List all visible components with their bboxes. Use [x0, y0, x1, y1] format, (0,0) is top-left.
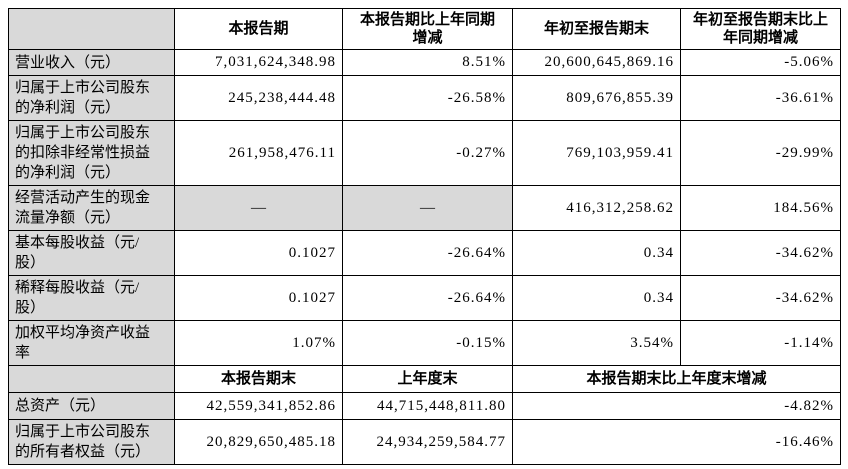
table-row-revenue: 营业收入（元） 7,031,624,348.98 8.51% 20,600,64…	[8, 49, 841, 76]
cell-value: -5.06%	[680, 49, 841, 76]
col-header-end-vs-prior-year: 本报告期末比上年度末增减	[512, 365, 841, 393]
cell-value: -36.61%	[680, 75, 841, 121]
cell-value: 261,958,476.11	[174, 120, 343, 186]
cell-value: -0.15%	[342, 320, 513, 366]
table-row-basic-eps: 基本每股收益（元/ 股） 0.1027 -26.64% 0.34 -34.62%	[8, 230, 841, 276]
cell-value: 7,031,624,348.98	[174, 49, 343, 76]
col-header-current-period: 本报告期	[174, 8, 343, 50]
table-row-equity: 归属于上市公司股东 的所有者权益（元） 20,829,650,485.18 24…	[8, 419, 841, 465]
cell-value: 184.56%	[680, 185, 841, 231]
row-label-total-assets: 总资产（元）	[8, 392, 175, 420]
cell-value: -26.64%	[342, 230, 513, 276]
row-label-equity: 归属于上市公司股东 的所有者权益（元）	[8, 419, 175, 465]
row-label-operating-cash-flow: 经营活动产生的现金 流量净额（元）	[8, 185, 175, 231]
cell-value: -16.46%	[512, 419, 841, 465]
cell-value: 0.34	[512, 275, 681, 321]
row-label-diluted-eps: 稀释每股收益（元/ 股）	[8, 275, 175, 321]
col-header-ytd-yoy: 年初至报告期末比上 年同期增减	[680, 8, 841, 50]
cell-value: -34.62%	[680, 230, 841, 276]
cell-value: 1.07%	[174, 320, 343, 366]
cell-value: 44,715,448,811.80	[342, 392, 513, 420]
row-label-net-profit-excl-nonrecurring: 归属于上市公司股东 的扣除非经常性损益 的净利润（元）	[8, 120, 175, 186]
cell-value: 3.54%	[512, 320, 681, 366]
col-header-end-of-prior-year: 上年度末	[342, 365, 513, 393]
cell-value: 42,559,341,852.86	[174, 392, 343, 420]
section2-header-row: 本报告期末 上年度末 本报告期末比上年度末增减	[8, 365, 841, 393]
cell-value: -34.62%	[680, 275, 841, 321]
table-row-diluted-eps: 稀释每股收益（元/ 股） 0.1027 -26.64% 0.34 -34.62%	[8, 275, 841, 321]
row-label-basic-eps: 基本每股收益（元/ 股）	[8, 230, 175, 276]
table-row-operating-cash-flow: 经营活动产生的现金 流量净额（元） — — 416,312,258.62 184…	[8, 185, 841, 231]
cell-value: -0.27%	[342, 120, 513, 186]
financial-summary-table: 本报告期 本报告期比上年同期 增减 年初至报告期末 年初至报告期末比上 年同期增…	[8, 8, 841, 465]
cell-value: -4.82%	[512, 392, 841, 420]
cell-value: 20,600,645,869.16	[512, 49, 681, 76]
cell-value: -26.64%	[342, 275, 513, 321]
cell-value: 0.1027	[174, 275, 343, 321]
row-label-weighted-avg-roe: 加权平均净资产收益 率	[8, 320, 175, 366]
cell-value: 0.1027	[174, 230, 343, 276]
row-label-net-profit: 归属于上市公司股东 的净利润（元）	[8, 75, 175, 121]
table-row-weighted-avg-roe: 加权平均净资产收益 率 1.07% -0.15% 3.54% -1.14%	[8, 320, 841, 366]
col-header-empty	[8, 365, 175, 393]
col-header-current-period-yoy: 本报告期比上年同期 增减	[342, 8, 513, 50]
cell-value: 8.51%	[342, 49, 513, 76]
table-row-total-assets: 总资产（元） 42,559,341,852.86 44,715,448,811.…	[8, 392, 841, 420]
col-header-ytd: 年初至报告期末	[512, 8, 681, 50]
cell-value: 20,829,650,485.18	[174, 419, 343, 465]
cell-value: 769,103,959.41	[512, 120, 681, 186]
cell-value: 416,312,258.62	[512, 185, 681, 231]
col-header-empty	[8, 8, 175, 50]
cell-value: -26.58%	[342, 75, 513, 121]
table-row-net-profit-excl-nonrecurring: 归属于上市公司股东 的扣除非经常性损益 的净利润（元） 261,958,476.…	[8, 120, 841, 186]
cell-value: -1.14%	[680, 320, 841, 366]
cell-value-dash: —	[174, 185, 343, 231]
cell-value: 809,676,855.39	[512, 75, 681, 121]
cell-value: -29.99%	[680, 120, 841, 186]
table-row-net-profit: 归属于上市公司股东 的净利润（元） 245,238,444.48 -26.58%…	[8, 75, 841, 121]
cell-value: 0.34	[512, 230, 681, 276]
col-header-end-of-period: 本报告期末	[174, 365, 343, 393]
cell-value-dash: —	[342, 185, 513, 231]
section1-header-row: 本报告期 本报告期比上年同期 增减 年初至报告期末 年初至报告期末比上 年同期增…	[8, 8, 841, 50]
row-label-revenue: 营业收入（元）	[8, 49, 175, 76]
cell-value: 245,238,444.48	[174, 75, 343, 121]
cell-value: 24,934,259,584.77	[342, 419, 513, 465]
